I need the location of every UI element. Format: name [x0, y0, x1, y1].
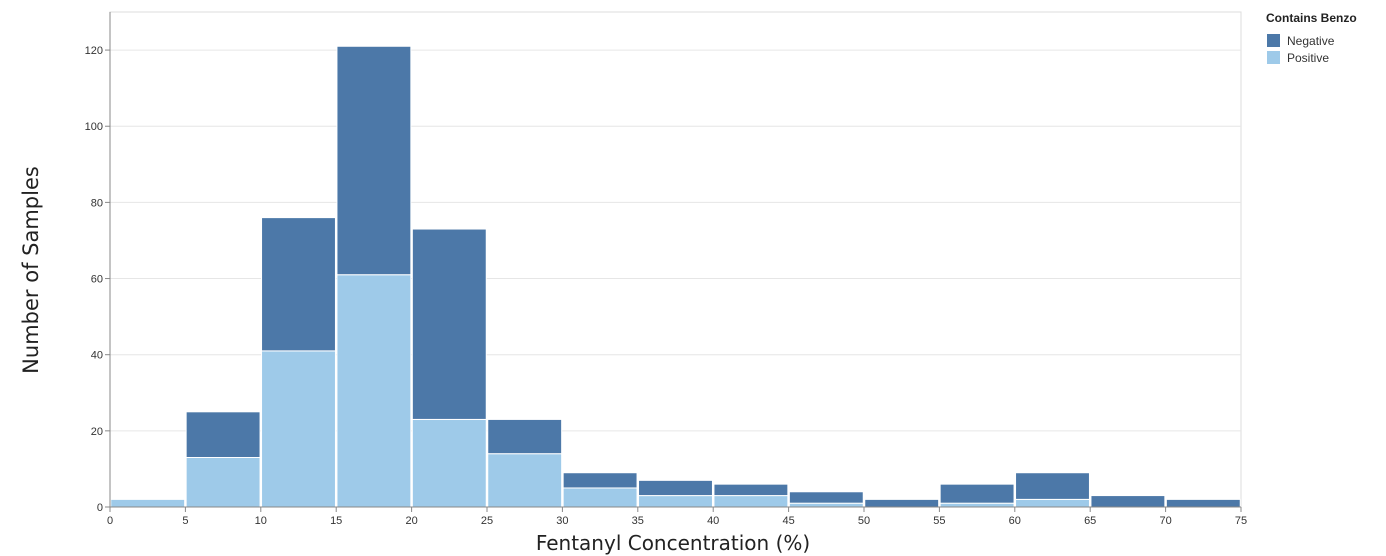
- bar-positive-30-35: [562, 487, 638, 508]
- bar-negative-60-65: [1015, 472, 1090, 500]
- legend-label-positive: Positive: [1287, 51, 1329, 65]
- y-tick-label-80: 80: [91, 197, 103, 209]
- x-tick-label-60: 60: [1009, 515, 1021, 527]
- bar-negative-5-10: [185, 411, 261, 458]
- bar-negative-10-15: [261, 217, 336, 352]
- x-tick-label-45: 45: [782, 515, 794, 527]
- bar-negative-65-70: [1090, 495, 1166, 508]
- bar-negative-45-50: [788, 491, 864, 504]
- bar-positive-0-5: [110, 498, 186, 508]
- bar-negative-25-30: [487, 418, 563, 455]
- y-tick-label-60: 60: [91, 274, 103, 286]
- legend-swatch-positive: [1267, 51, 1280, 64]
- bar-positive-60-65: [1015, 498, 1090, 508]
- bar-positive-45-50: [788, 502, 864, 508]
- bar-positive-15-20: [336, 274, 412, 508]
- x-tick-label-25: 25: [481, 515, 493, 527]
- y-axis-title: Number of Samples: [19, 166, 43, 374]
- x-tick-label-30: 30: [556, 515, 568, 527]
- x-axis: 0 5 10 15 20 25 30 35 40 45 50 55 60 65 70 75: [107, 506, 1247, 527]
- bar-negative-35-40: [638, 479, 713, 497]
- x-tick-label-55: 55: [933, 515, 945, 527]
- x-tick-label-65: 65: [1084, 515, 1096, 527]
- y-tick-label-40: 40: [91, 350, 103, 362]
- bar-negative-70-75: [1165, 498, 1241, 508]
- bar-negative-30-35: [562, 472, 638, 489]
- bar-positive-5-10: [185, 457, 261, 508]
- x-tick-label-50: 50: [858, 515, 870, 527]
- x-tick-label-0: 0: [107, 515, 113, 527]
- x-tick-label-40: 40: [707, 515, 719, 527]
- bar-negative-50-55: [864, 498, 940, 508]
- bar-negative-40-45: [713, 483, 789, 497]
- legend-swatch-negative: [1267, 34, 1280, 47]
- legend-title: Contains Benzo: [1266, 11, 1357, 25]
- y-tick-label-100: 100: [85, 121, 103, 133]
- bar-positive-10-15: [261, 350, 336, 508]
- bar-positive-40-45: [713, 495, 789, 508]
- bar-negative-15-20: [336, 45, 412, 276]
- x-tick-label-10: 10: [255, 515, 267, 527]
- x-tick-label-5: 5: [182, 515, 188, 527]
- x-tick-label-15: 15: [330, 515, 342, 527]
- bar-positive-25-30: [487, 453, 563, 508]
- bar-positive-20-25: [411, 418, 487, 508]
- x-tick-label-70: 70: [1159, 515, 1171, 527]
- y-tick-label-20: 20: [91, 426, 103, 438]
- bar-positive-35-40: [638, 495, 713, 508]
- x-tick-label-35: 35: [632, 515, 644, 527]
- x-axis-title: Fentanyl Concentration (%): [536, 531, 810, 555]
- x-tick-label-20: 20: [405, 515, 417, 527]
- y-axis: 0 20 40 60 80 100 120: [85, 12, 111, 514]
- bar-negative-20-25: [411, 228, 487, 420]
- legend: Contains Benzo Negative Positive: [1266, 11, 1357, 65]
- bar-negative-55-60: [939, 483, 1015, 504]
- y-tick-label-0: 0: [97, 502, 103, 514]
- x-tick-label-75: 75: [1235, 515, 1247, 527]
- y-tick-label-120: 120: [85, 45, 103, 57]
- legend-label-negative: Negative: [1287, 34, 1335, 48]
- bars: [110, 45, 1241, 508]
- bar-positive-55-60: [939, 502, 1015, 508]
